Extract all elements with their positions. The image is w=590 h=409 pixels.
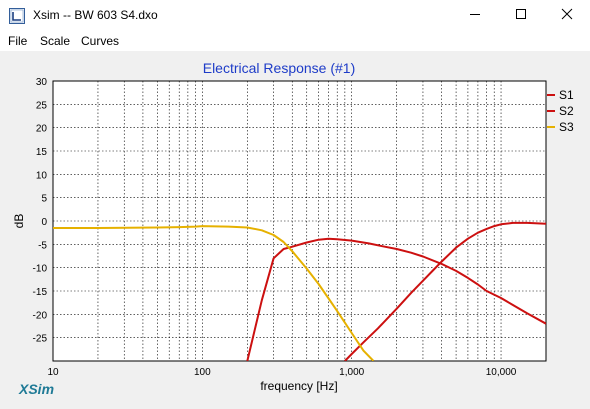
curves <box>53 221 546 361</box>
y-tick-labels: 30 25 20 15 10 5 0 -5 -10 -15 -20 -25 <box>33 77 48 345</box>
x-axis-label: frequency [Hz] <box>260 379 337 393</box>
x-tick-label: 100 <box>194 367 211 378</box>
close-button[interactable] <box>544 0 590 31</box>
x-tick-labels: 10 100 1,000 10,000 <box>47 367 516 378</box>
y-tick-label: -5 <box>38 240 47 251</box>
series-line-s1 <box>246 237 546 361</box>
minimize-button[interactable] <box>452 0 498 31</box>
x-tick-label: 10 <box>47 367 59 378</box>
y-tick-label: 5 <box>41 194 47 205</box>
x-tick-label: 10,000 <box>486 367 517 378</box>
title-bar: Xsim -- BW 603 S4.dxo <box>0 0 590 31</box>
menu-bar: File Scale Curves <box>0 31 590 51</box>
y-tick-label: 25 <box>36 100 48 111</box>
app-icon <box>9 8 25 24</box>
y-tick-label: -25 <box>33 334 48 345</box>
legend-label-s2: S2 <box>559 104 574 118</box>
legend-label-s3: S3 <box>559 120 574 134</box>
minimize-icon <box>469 7 481 25</box>
legend: S1 S2 S3 <box>547 88 574 134</box>
y-tick-label: 15 <box>36 147 48 158</box>
window-title: Xsim -- BW 603 S4.dxo <box>33 8 158 22</box>
menu-curves[interactable]: Curves <box>81 34 120 48</box>
y-tick-label: 20 <box>36 124 48 135</box>
y-tick-label: 0 <box>41 217 47 228</box>
y-tick-label: 30 <box>36 77 48 88</box>
xsim-logo: XSim <box>19 381 55 397</box>
menu-scale[interactable]: Scale <box>40 34 71 48</box>
y-axis-label: dB <box>12 214 26 229</box>
response-chart: Electrical Response (#1) 30 25 20 15 10 5 0 -5 -… <box>12 60 574 393</box>
x-tick-label: 1,000 <box>339 367 364 378</box>
maximize-icon <box>515 7 527 25</box>
menu-file[interactable]: File <box>8 34 28 48</box>
chart-title: Electrical Response (#1) <box>203 60 356 76</box>
series-line-s2 <box>344 221 546 361</box>
chart-area: Electrical Response (#1) 30 25 20 15 10 5 0 -5 -… <box>0 51 590 409</box>
y-tick-label: 10 <box>36 170 48 181</box>
y-tick-label: -10 <box>33 264 48 275</box>
y-tick-label: -15 <box>33 287 48 298</box>
legend-label-s1: S1 <box>559 88 574 102</box>
grid <box>53 81 546 361</box>
close-icon <box>561 7 573 25</box>
maximize-button[interactable] <box>498 0 544 31</box>
y-tick-label: -20 <box>33 310 48 321</box>
series-line-s3 <box>53 225 375 361</box>
